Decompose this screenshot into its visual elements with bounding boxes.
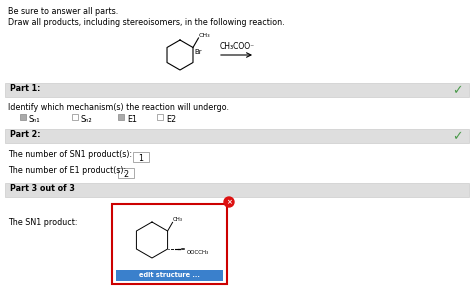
Text: edit structure ...: edit structure ... (139, 272, 200, 278)
Text: ✓: ✓ (453, 84, 463, 97)
Text: E1: E1 (127, 115, 137, 124)
Text: Br: Br (194, 49, 201, 55)
Bar (116, 270, 223, 281)
Bar (133, 152, 149, 162)
Text: CH₃: CH₃ (173, 217, 182, 222)
Text: OOCCH₃: OOCCH₃ (187, 250, 209, 255)
Text: 1: 1 (138, 154, 144, 163)
Bar (5, 183, 469, 197)
Bar (5, 129, 469, 143)
Text: The number of SN1 product(s):: The number of SN1 product(s): (8, 150, 132, 159)
Bar (118, 114, 124, 120)
Bar (118, 168, 134, 178)
Text: Sₙ₂: Sₙ₂ (81, 115, 92, 124)
Text: Draw all products, including stereoisomers, in the following reaction.: Draw all products, including stereoisome… (8, 18, 284, 27)
Text: E2: E2 (166, 115, 176, 124)
Bar (72, 114, 78, 120)
Text: The number of E1 product(s):: The number of E1 product(s): (8, 166, 126, 175)
Text: ×: × (226, 199, 232, 205)
Bar (112, 204, 227, 284)
Circle shape (224, 197, 234, 207)
Text: CH₃: CH₃ (199, 33, 210, 38)
Text: Part 3 out of 3: Part 3 out of 3 (10, 184, 75, 193)
Bar (157, 114, 163, 120)
Text: The SN1 product:: The SN1 product: (8, 218, 78, 227)
Text: Part 1:: Part 1: (10, 84, 40, 93)
Text: Be sure to answer all parts.: Be sure to answer all parts. (8, 7, 118, 16)
Text: Sₙ₁: Sₙ₁ (29, 115, 41, 124)
Text: Part 2:: Part 2: (10, 130, 40, 139)
Bar (5, 83, 469, 97)
Text: CH₃COO⁻: CH₃COO⁻ (220, 42, 255, 51)
Text: ✓: ✓ (453, 130, 463, 143)
Text: 2: 2 (123, 170, 128, 179)
Text: Identify which mechanism(s) the reaction will undergo.: Identify which mechanism(s) the reaction… (8, 103, 229, 112)
Bar (20, 114, 26, 120)
